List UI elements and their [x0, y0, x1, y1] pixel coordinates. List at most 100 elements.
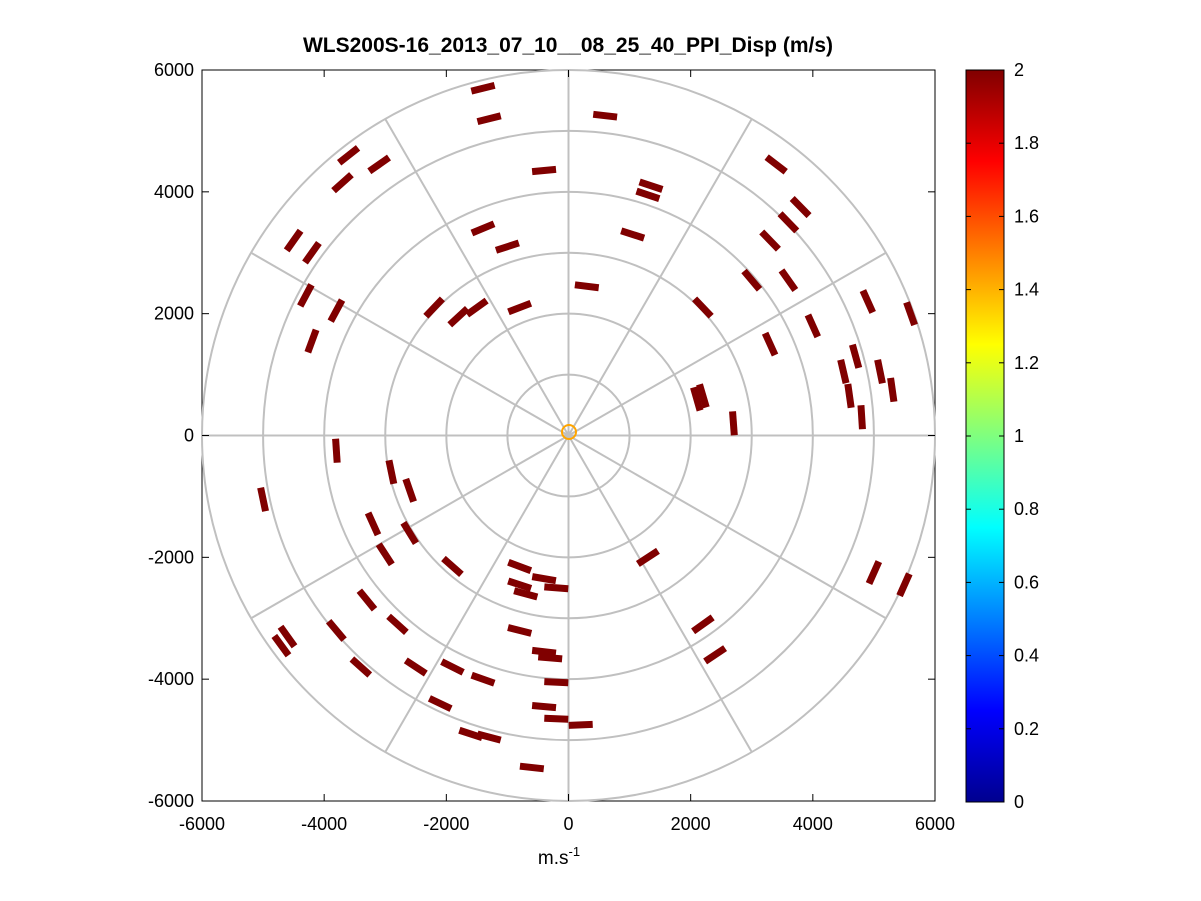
- data-point-76: [544, 714, 569, 723]
- origin-marker: [561, 424, 577, 440]
- data-point-15: [764, 154, 788, 175]
- data-point-34: [849, 343, 863, 369]
- data-point-18: [759, 229, 781, 252]
- y-tick-label: 0: [184, 426, 194, 446]
- data-point-69: [440, 658, 465, 676]
- data-point-57: [896, 572, 913, 598]
- data-point-25: [304, 328, 320, 354]
- x-tick-label: -6000: [179, 814, 225, 834]
- data-point-36: [874, 359, 886, 384]
- data-point-45: [402, 477, 417, 503]
- data-point-48: [375, 542, 395, 567]
- data-point-44: [385, 459, 398, 485]
- grid-spoke-12: [384, 118, 570, 437]
- data-point-47: [364, 511, 382, 537]
- grid-spoke-2: [567, 118, 753, 437]
- data-point-38: [844, 383, 855, 409]
- data-point-66: [349, 656, 373, 678]
- data-point-70: [470, 671, 496, 687]
- data-point-43: [332, 438, 341, 463]
- grid-spoke-5: [568, 434, 887, 620]
- data-point-12: [470, 220, 496, 237]
- data-point-68: [427, 695, 453, 712]
- data-point-20: [741, 268, 763, 292]
- data-point-13: [494, 239, 520, 254]
- data-point-79: [476, 730, 502, 744]
- data-point-23: [297, 283, 315, 308]
- data-point-64: [356, 588, 378, 612]
- data-point-65: [386, 613, 409, 635]
- data-point-71: [507, 624, 533, 637]
- x-axis: -6000 -4000 -2000 0 2000 4000 6000: [179, 70, 955, 834]
- data-marks: [257, 82, 918, 773]
- data-point-10: [283, 228, 304, 253]
- data-point-73: [531, 646, 557, 657]
- data-point-40: [729, 411, 738, 436]
- colorbar-tick-label: 1.2: [1014, 353, 1039, 373]
- data-point-21: [692, 296, 714, 319]
- grid-spoke-11: [250, 251, 569, 437]
- data-point-33: [903, 301, 918, 327]
- data-point-1: [470, 82, 496, 95]
- x-axis-label: m.s-1: [538, 844, 580, 869]
- data-point-78: [458, 726, 484, 742]
- x-axis-label-superscript: -1: [569, 844, 581, 859]
- colorbar-tick-label: 0.6: [1014, 572, 1039, 592]
- data-point-11: [302, 240, 322, 265]
- data-point-39: [857, 405, 866, 430]
- data-point-55: [513, 587, 539, 601]
- data-point-14: [620, 227, 646, 242]
- colorbar-tick-label: 1.8: [1014, 133, 1039, 153]
- data-point-67: [403, 657, 428, 677]
- data-point-51: [507, 558, 533, 574]
- x-tick-label: -2000: [423, 814, 469, 834]
- data-point-24: [327, 298, 346, 323]
- y-tick-label: 6000: [154, 60, 194, 80]
- data-point-41: [696, 383, 710, 409]
- data-point-63: [325, 618, 347, 642]
- colorbar-tick-label: 1.6: [1014, 206, 1039, 226]
- colorbar-tick-label: 1: [1014, 426, 1024, 446]
- data-point-60: [635, 547, 660, 567]
- polar-grid: [201, 69, 936, 802]
- y-tick-label: -2000: [148, 547, 194, 567]
- y-tick-label: -4000: [148, 669, 194, 689]
- y-axis: 6000 4000 2000 0 -2000 -4000 -6000: [148, 60, 935, 811]
- data-point-50: [441, 555, 464, 578]
- x-tick-label: 2000: [671, 814, 711, 834]
- colorbar-ticks: 2 1.8 1.6 1.4 1.2 1 0.8 0.6 0.4 0.2 0: [966, 60, 1039, 812]
- x-tick-label: 6000: [915, 814, 955, 834]
- data-point-2: [476, 112, 502, 126]
- data-point-22: [574, 281, 600, 292]
- data-point-26: [423, 296, 445, 319]
- grid-spoke-3: [568, 251, 887, 437]
- data-point-19: [778, 268, 799, 292]
- data-point-30: [804, 313, 821, 339]
- data-point-75: [531, 702, 557, 712]
- colorbar-tick-label: 0.4: [1014, 646, 1039, 666]
- y-tick-label: 2000: [154, 304, 194, 324]
- data-point-32: [859, 289, 876, 314]
- data-point-31: [761, 331, 779, 357]
- data-point-59: [703, 645, 728, 665]
- y-tick-label: 4000: [154, 182, 194, 202]
- x-tick-label: 0: [563, 814, 573, 834]
- x-tick-label: -4000: [301, 814, 347, 834]
- chart-title: WLS200S-16_2013_07_10__08_25_40_PPI_Disp…: [303, 34, 833, 57]
- data-point-46: [257, 486, 269, 512]
- data-point-6: [635, 187, 661, 202]
- data-point-77: [568, 720, 593, 729]
- data-point-56: [865, 560, 883, 585]
- data-point-61: [271, 633, 292, 658]
- data-point-3: [531, 165, 557, 176]
- data-point-49: [400, 520, 419, 546]
- data-point-35: [837, 359, 850, 385]
- colorbar-tick-label: 0.8: [1014, 499, 1039, 519]
- data-point-8: [331, 172, 354, 194]
- data-point-29: [507, 300, 533, 316]
- colorbar-tick-label: 0.2: [1014, 719, 1039, 739]
- data-point-54: [544, 583, 569, 593]
- data-point-27: [465, 297, 489, 318]
- y-tick-label: -6000: [148, 791, 194, 811]
- data-point-16: [789, 196, 812, 219]
